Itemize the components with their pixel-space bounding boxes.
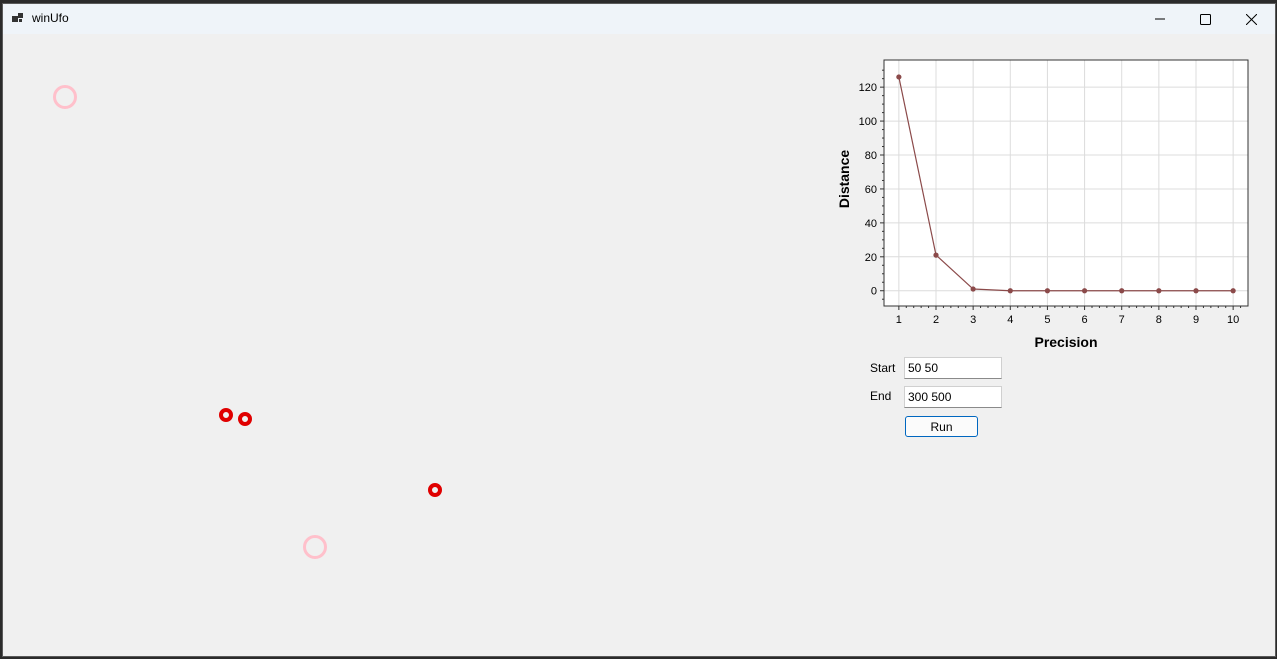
- y-axis-label: Distance: [836, 150, 852, 209]
- window-title: winUfo: [32, 11, 69, 25]
- y-tick-label: 120: [859, 82, 877, 94]
- x-tick-label: 10: [1227, 314, 1239, 326]
- x-tick-label: 1: [896, 314, 902, 326]
- minimize-icon: [1155, 18, 1165, 20]
- y-tick-label: 60: [865, 184, 877, 196]
- y-tick-label: 0: [871, 286, 877, 298]
- run-button[interactable]: Run: [905, 416, 978, 437]
- data-point: [1156, 288, 1162, 294]
- close-button[interactable]: [1228, 4, 1274, 34]
- maximize-icon: [1199, 13, 1211, 25]
- data-point: [1230, 288, 1236, 294]
- ufo-marker: [219, 408, 233, 422]
- maximize-button[interactable]: [1182, 4, 1228, 34]
- x-tick-label: 7: [1119, 314, 1125, 326]
- end-label: End: [870, 389, 892, 403]
- y-tick-label: 100: [859, 116, 877, 128]
- drawing-canvas[interactable]: [3, 34, 823, 656]
- data-point: [1193, 288, 1199, 294]
- data-point: [1081, 288, 1088, 294]
- series-line: [898, 76, 1234, 292]
- x-tick-label: 4: [1007, 314, 1013, 326]
- app-icon: [12, 13, 23, 22]
- data-point: [1119, 288, 1125, 294]
- data-point: [1007, 288, 1013, 294]
- data-point: [970, 286, 976, 292]
- data-point: [1044, 288, 1051, 294]
- x-tick-label: 2: [933, 314, 939, 326]
- close-icon: [1245, 13, 1257, 25]
- y-tick-label: 20: [865, 252, 877, 264]
- app-window: winUfo 0 20 40 60 80 100 120 1 2 3 4 5 6 7 8 9 10 Precisi…: [3, 4, 1275, 656]
- data-point: [896, 74, 902, 80]
- x-tick-label: 8: [1156, 314, 1162, 326]
- ufo-marker: [428, 483, 442, 497]
- plot-area: [884, 60, 1248, 306]
- title-bar[interactable]: winUfo: [3, 4, 1275, 34]
- minimize-button[interactable]: [1137, 4, 1183, 34]
- y-tick-label: 40: [865, 218, 877, 230]
- start-marker: [53, 85, 77, 109]
- ufo-marker: [238, 412, 252, 426]
- x-axis-label: Precision: [1034, 334, 1097, 350]
- chart-svg: 0 20 40 60 80 100 120 1 2 3 4 5 6 7 8 9 10 Precision Dista…: [836, 59, 1249, 350]
- end-input[interactable]: [904, 386, 1002, 408]
- x-tick-label: 3: [970, 314, 976, 326]
- x-tick-label: 6: [1082, 314, 1088, 326]
- data-point: [933, 252, 939, 258]
- start-label: Start: [870, 361, 896, 375]
- x-tick-label: 9: [1193, 314, 1199, 326]
- x-tick-label: 5: [1044, 314, 1050, 326]
- plot-frame: [883, 59, 1249, 307]
- distance-chart: 0 20 40 60 80 100 120 1 2 3 4 5 6 7 8 9 10 Precision Dista…: [831, 56, 1251, 356]
- y-tick-label: 80: [865, 150, 877, 162]
- start-input[interactable]: [904, 357, 1002, 379]
- end-marker: [303, 535, 327, 559]
